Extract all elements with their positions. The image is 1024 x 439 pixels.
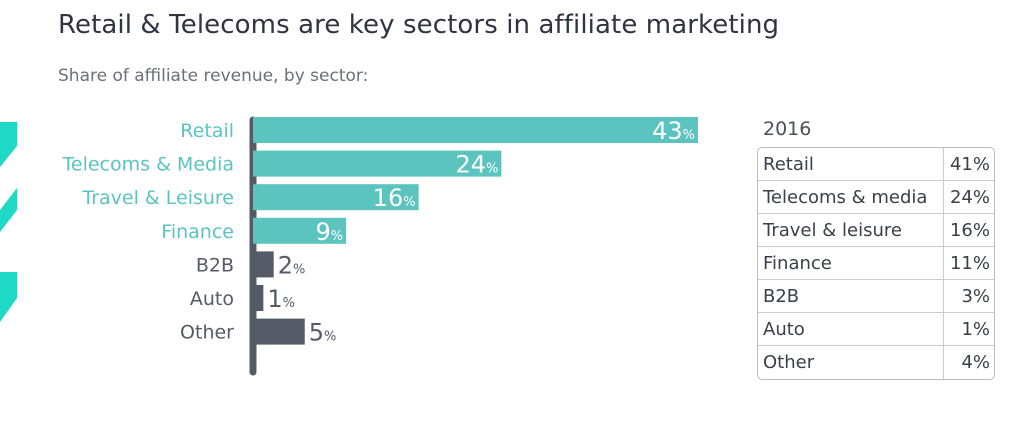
value-percent-sign: % <box>324 330 336 345</box>
table-row: Auto 1% <box>758 313 994 346</box>
table-row: Finance 11% <box>758 247 994 280</box>
bar-finance <box>253 217 347 244</box>
table-cell-value: 3% <box>961 286 990 307</box>
bar-travel-leisure <box>253 184 419 211</box>
table-cell-sector: B2B <box>758 280 944 312</box>
table-cell-value: 1% <box>961 319 990 340</box>
table-row: Retail 41% <box>758 148 994 181</box>
chart-title: Retail & Telecoms are key sectors in aff… <box>58 10 780 40</box>
value-label-telecoms-media: 24% <box>455 151 498 179</box>
value-percent-sign: % <box>403 195 415 210</box>
category-label-other: Other <box>180 322 234 344</box>
table-row: Telecoms & media 24% <box>758 181 994 214</box>
category-label-telecoms-media: Telecoms & Media <box>62 154 234 176</box>
deco-stripe-3 <box>0 272 17 322</box>
decorative-stripe-graphic <box>0 122 17 322</box>
table-cell-sector: Auto <box>758 313 944 345</box>
category-label-finance: Finance <box>161 221 234 243</box>
value-number: 5 <box>309 319 324 347</box>
table-row: Other 4% <box>758 346 994 379</box>
table-cell-sector: Retail <box>758 148 944 180</box>
bar-telecoms-media <box>253 150 502 177</box>
chart-subtitle: Share of affiliate revenue, by sector: <box>58 66 369 86</box>
value-label-retail: 43% <box>652 117 695 145</box>
value-number: 24 <box>455 151 486 179</box>
value-percent-sign: % <box>683 128 695 143</box>
table-cell-value: 11% <box>949 253 990 274</box>
category-label-travel-leisure: Travel & Leisure <box>81 187 234 209</box>
comparison-table: Retail 41% Telecoms & media 24% Travel & lei… <box>757 147 995 380</box>
table-cell-value: 41% <box>949 154 990 175</box>
table-cell-value: 24% <box>949 187 990 208</box>
category-label-b2b: B2B <box>196 254 234 276</box>
table-row: B2B 3% <box>758 280 994 313</box>
value-percent-sign: % <box>331 229 343 244</box>
value-number: 16 <box>373 184 404 212</box>
value-number: 9 <box>315 218 330 246</box>
table-cell-value: 4% <box>961 352 990 373</box>
value-label-travel-leisure: 16% <box>373 184 416 212</box>
value-label-auto: 1% <box>267 285 295 313</box>
table-row: Travel & leisure 16% <box>758 214 994 247</box>
bar-other <box>253 318 305 345</box>
deco-stripe-1 <box>0 122 17 167</box>
category-label-retail: Retail <box>180 120 234 142</box>
deco-stripe-2 <box>0 188 17 232</box>
value-percent-sign: % <box>293 262 305 277</box>
value-label-other: 5% <box>309 319 337 347</box>
bar-retail <box>253 117 698 143</box>
value-percent-sign: % <box>283 296 295 311</box>
value-number: 2 <box>278 251 293 279</box>
bar-auto <box>253 285 264 311</box>
table-cell-value: 16% <box>949 220 990 241</box>
bar-b2b <box>253 251 274 278</box>
value-number: 1 <box>267 285 282 313</box>
value-label-finance: 9% <box>315 218 343 246</box>
table-cell-sector: Finance <box>758 247 944 279</box>
table-cell-sector: Other <box>758 346 944 379</box>
table-cell-sector: Telecoms & media <box>758 181 944 213</box>
table-year-label: 2016 <box>763 118 812 140</box>
value-label-b2b: 2% <box>278 251 306 279</box>
value-number: 43 <box>652 117 683 145</box>
value-percent-sign: % <box>486 162 498 177</box>
table-cell-sector: Travel & leisure <box>758 214 944 246</box>
category-label-auto: Auto <box>190 288 234 310</box>
